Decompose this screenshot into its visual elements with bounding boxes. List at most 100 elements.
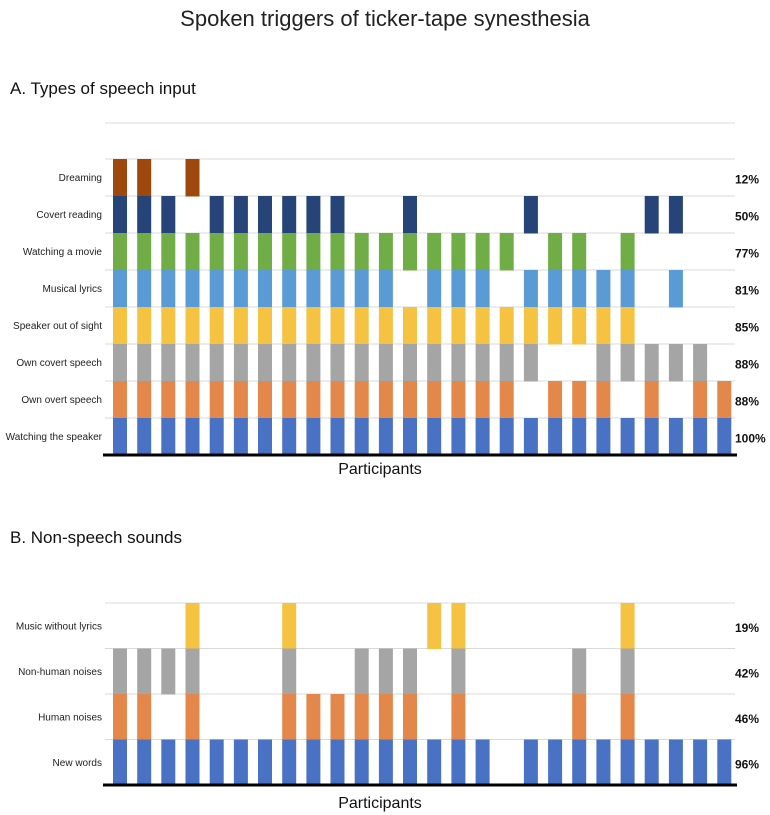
bar-segment [209, 739, 224, 786]
bar-segment [451, 739, 466, 786]
bar-segment [258, 307, 272, 345]
bar-segment [499, 307, 514, 345]
bar-segment [233, 307, 248, 345]
panel-title: A. Types of speech input [10, 79, 196, 98]
bar-segment [451, 648, 466, 695]
category-label: Non-human noises [18, 667, 102, 678]
x-axis-label: Participants [338, 795, 422, 812]
bar-segment [475, 381, 490, 419]
bar-segment [330, 270, 345, 308]
bar-segment [161, 381, 176, 419]
category-label: Own covert speech [16, 358, 102, 369]
bar-segment [451, 418, 466, 456]
x-axis-label: Participants [338, 461, 422, 478]
bar-segment [233, 381, 248, 419]
bar-segment [282, 648, 297, 695]
bar-segment [185, 307, 200, 345]
bar-segment [209, 418, 224, 456]
bar-segment [427, 233, 442, 271]
bar-segment [161, 648, 176, 695]
bar-segment [668, 196, 683, 234]
bar-segment [451, 270, 466, 308]
bar-segment [620, 233, 635, 271]
category-label: Speaker out of sight [13, 321, 102, 332]
bar-segment [717, 739, 732, 786]
bar-segment [161, 196, 176, 234]
bar-segment [354, 739, 369, 786]
bar-segment [113, 307, 127, 345]
bar-segment [258, 270, 272, 308]
bar-segment [161, 307, 176, 345]
percent-label: 12% [735, 173, 759, 187]
bar-segment [137, 418, 152, 456]
panel-b-chart: B. Non-speech sounds Music without lyrics… [10, 528, 759, 812]
panel-a-chart: A. Types of speech input Dreaming 12% Cover… [6, 79, 766, 478]
bar-segment [282, 739, 297, 786]
bar-segment [523, 344, 538, 382]
bar-segment [185, 648, 200, 695]
bar-segment [427, 270, 442, 308]
bar-segment [185, 739, 200, 786]
bar-segment [306, 344, 321, 382]
bar-segment [620, 344, 635, 382]
bar-segment [427, 381, 442, 419]
bar-segment [209, 196, 224, 234]
bar-segment [185, 233, 200, 271]
bar-segment [499, 233, 514, 271]
bar-segment [209, 307, 224, 345]
bar-segment [523, 418, 538, 456]
figure-title: Spoken triggers of ticker-tape synesthes… [180, 6, 590, 31]
bar-segment [378, 344, 393, 382]
bar-segment [185, 418, 200, 456]
bar-segment [354, 381, 369, 419]
bar-segment [572, 739, 587, 786]
bar-segment [282, 270, 297, 308]
bar-segment [161, 344, 176, 382]
bar-segment [378, 233, 393, 271]
category-label: Watching the speaker [6, 432, 103, 443]
bar-segment [282, 307, 297, 345]
bar-segment [717, 418, 732, 456]
bar-segment [330, 381, 345, 419]
bar-segment [306, 196, 321, 234]
bar-segment [354, 694, 369, 740]
bar-segment [113, 196, 127, 234]
bar-segment [403, 418, 417, 456]
bar-segment [161, 418, 176, 456]
bar-segment [258, 418, 272, 456]
bar-segment [620, 307, 635, 345]
category-label: Musical lyrics [43, 284, 102, 295]
bar-segment [596, 307, 611, 345]
bar-segment [572, 648, 587, 695]
bar-segment [693, 381, 708, 419]
percent-label: 77% [735, 247, 759, 261]
bar-segment [258, 381, 272, 419]
bar-segment [282, 233, 297, 271]
bar-segment [185, 603, 200, 649]
bar-segment [378, 418, 393, 456]
bar-segment [451, 307, 466, 345]
bar-segment [354, 270, 369, 308]
bar-segment [185, 159, 200, 197]
bar-segment [499, 344, 514, 382]
bar-segment [427, 418, 442, 456]
bar-segment [233, 418, 248, 456]
bar-segment [137, 381, 152, 419]
bar-segment [330, 739, 345, 786]
bar-segment [258, 344, 272, 382]
bar-segment [523, 270, 538, 308]
bar-segment [113, 344, 127, 382]
panel-title: B. Non-speech sounds [10, 528, 182, 547]
bar-segment [403, 344, 417, 382]
percent-label: 46% [735, 712, 759, 726]
bar-segment [137, 233, 152, 271]
bar-segment [378, 739, 393, 786]
bar-segment [596, 270, 611, 308]
bar-segment [451, 603, 466, 649]
bar-segment [137, 307, 152, 345]
bar-segment [403, 739, 417, 786]
bar-segment [209, 270, 224, 308]
bar-segment [475, 344, 490, 382]
bar-segment [209, 381, 224, 419]
